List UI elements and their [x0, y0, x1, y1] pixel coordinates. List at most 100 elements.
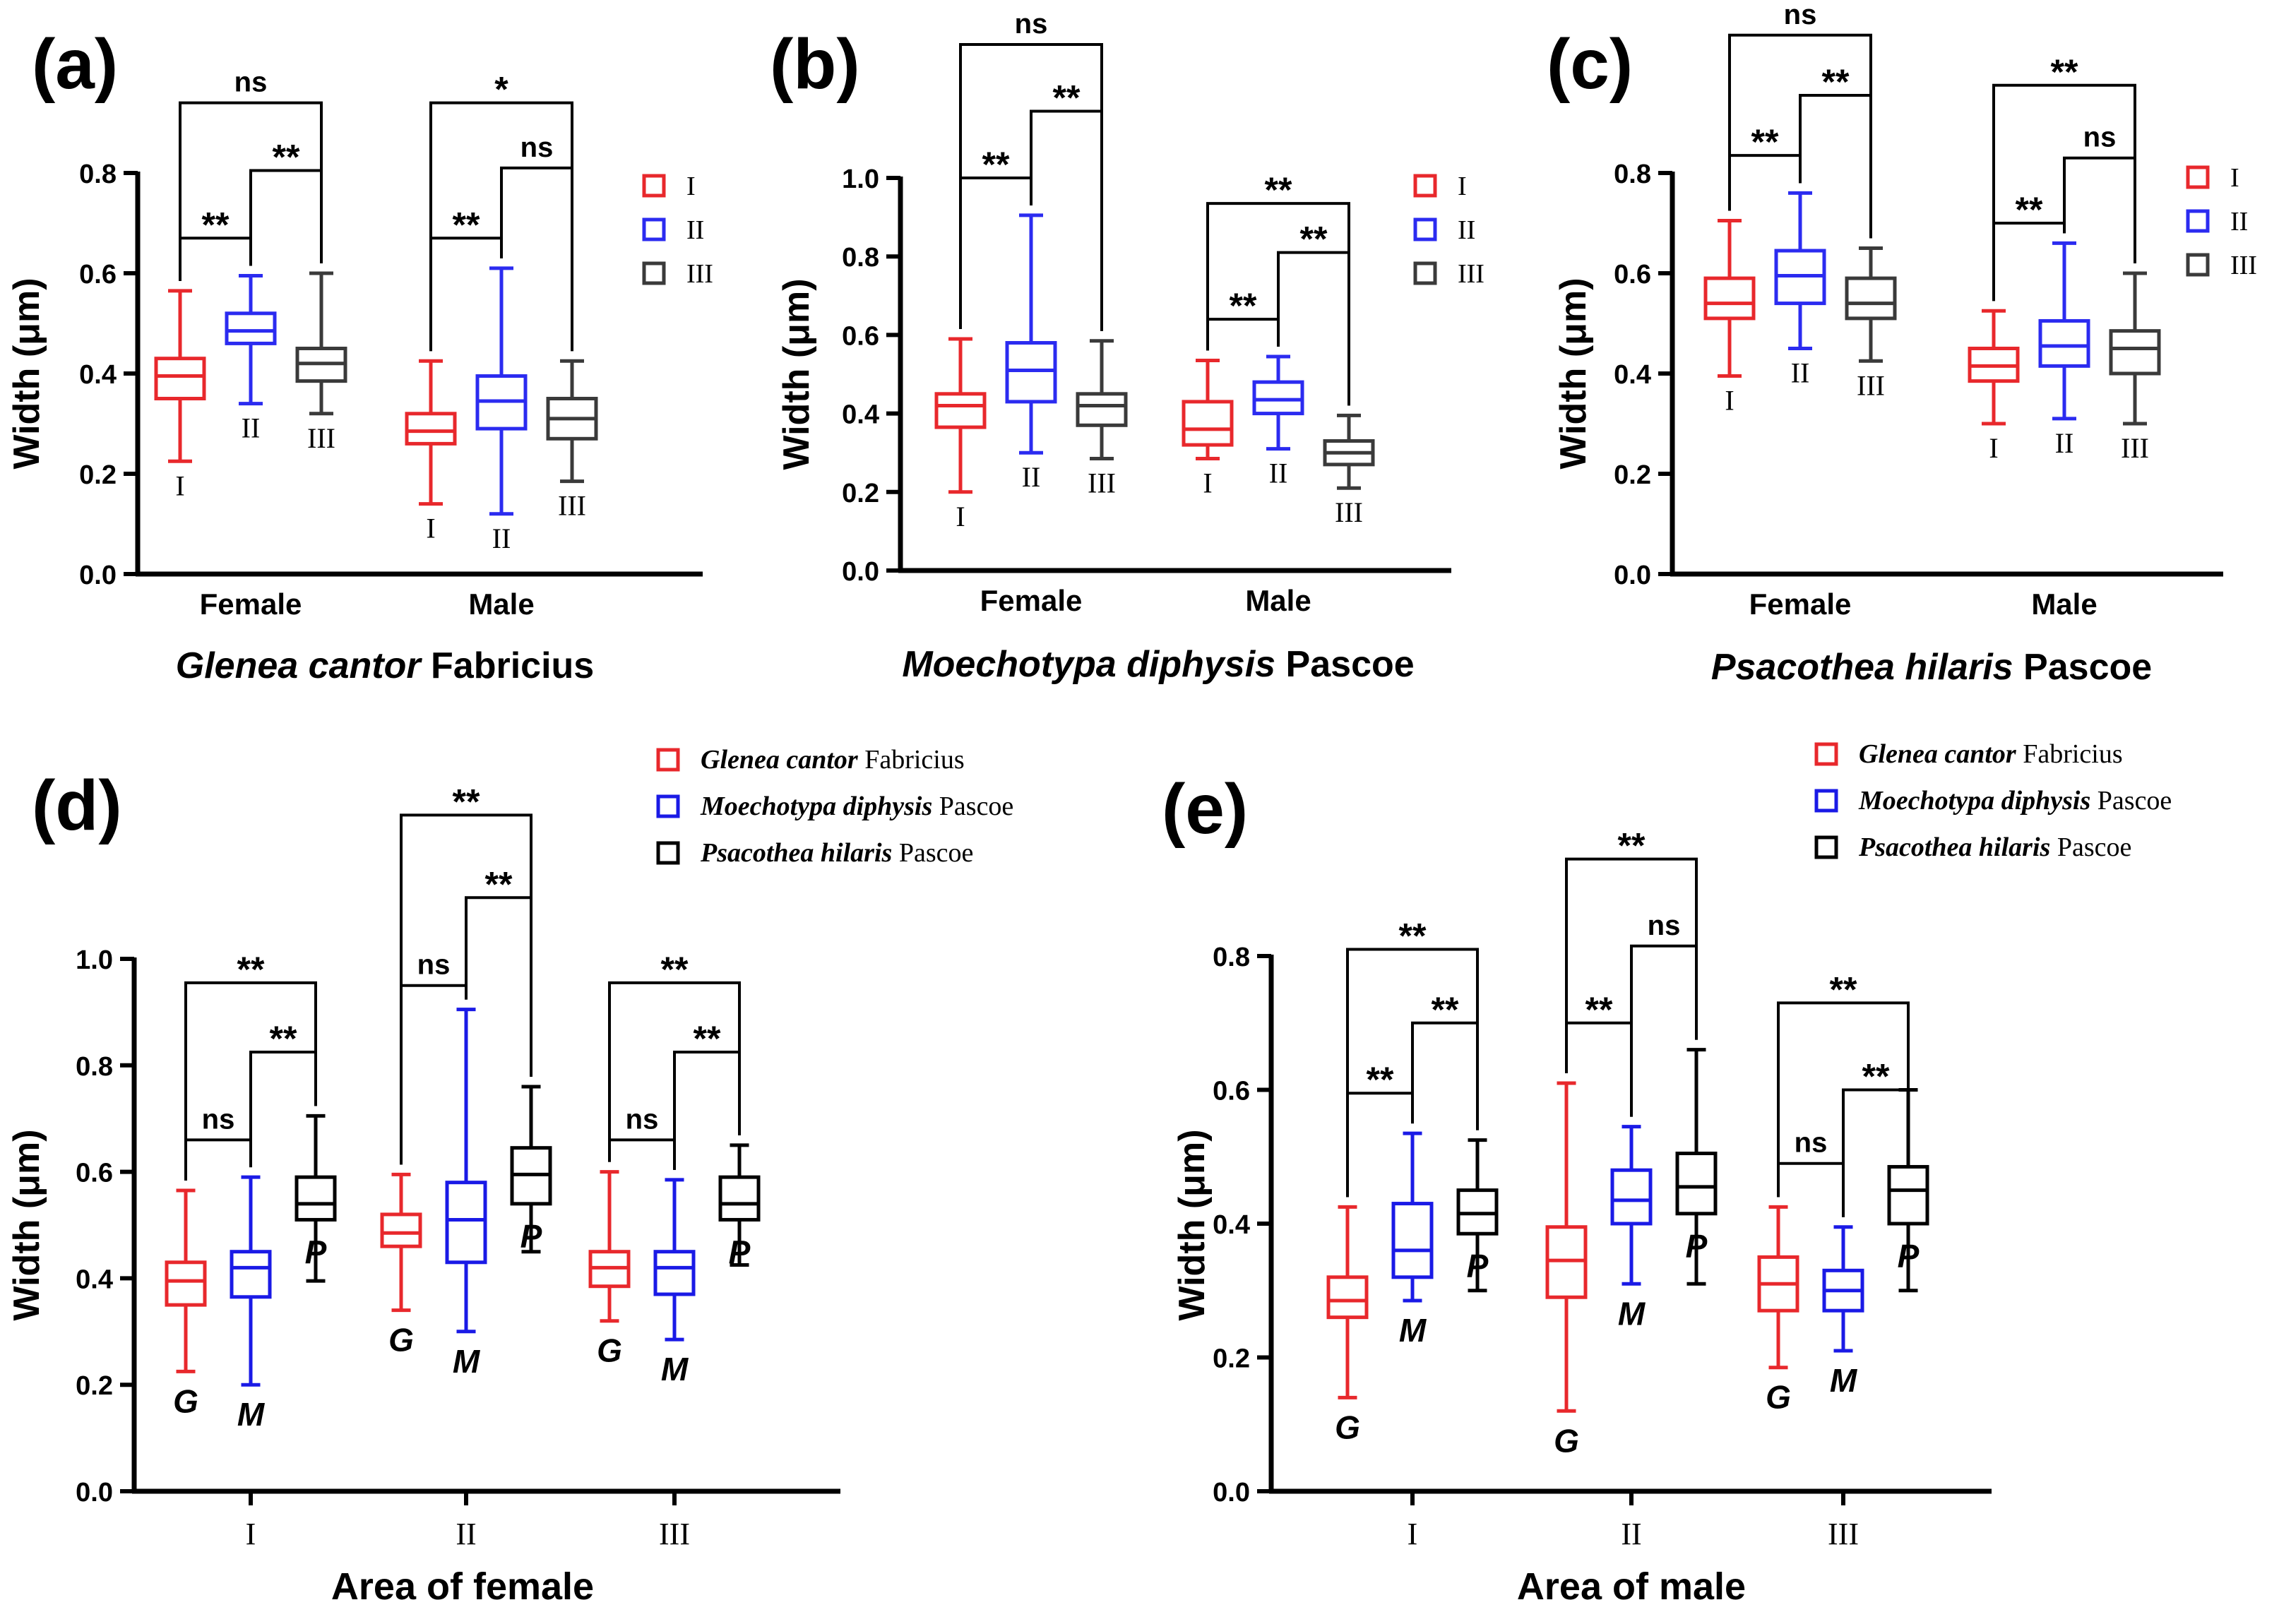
- box-iqr: [1252, 380, 1304, 416]
- bracket-line: [1777, 1001, 1910, 1198]
- significance-bracket: **: [1206, 286, 1280, 351]
- significance-label: **: [453, 782, 480, 821]
- box-P: P: [510, 1085, 552, 1255]
- significance-bracket: **: [249, 137, 323, 266]
- legend-label: Glenea cantor Fabricius: [1859, 739, 2123, 769]
- significance-bracket: **: [1992, 190, 2066, 301]
- group-label: Male: [2031, 587, 2097, 621]
- legend-label: III: [1458, 259, 1484, 289]
- y-tick-label: 0.8: [76, 1052, 113, 1082]
- bracket-line: [959, 177, 1033, 329]
- significance-label: ns: [417, 950, 451, 981]
- caption-rest: Pascoe: [2013, 647, 2153, 688]
- box-P: P: [294, 1113, 337, 1283]
- box-tag: II: [1791, 357, 1810, 389]
- box-tag: M: [661, 1351, 689, 1387]
- box-iqr: [1675, 1152, 1718, 1216]
- bracket-line: [465, 896, 532, 1077]
- bracket-line: [429, 237, 503, 352]
- panel-c: (c) 0.0 0.2 0.4 0.6 0.8 Width (μm) Female Male Ps…: [1547, 0, 2257, 688]
- group-label: Female: [980, 584, 1083, 617]
- box-P: P: [718, 1143, 761, 1270]
- box-tag: P: [305, 1234, 327, 1270]
- y-tick-label: 0.2: [79, 460, 117, 490]
- significance-bracket: ns: [1630, 910, 1698, 1117]
- legend-swatch: [1413, 217, 1437, 241]
- y-tick-label: 0.8: [79, 160, 117, 189]
- box-iqr: [653, 1250, 696, 1296]
- box-iqr: [1326, 1275, 1369, 1320]
- significance-label: ns: [202, 1104, 235, 1135]
- box-P: P: [1675, 1048, 1718, 1286]
- bracket-line: [1630, 944, 1698, 1117]
- box-tag: M: [453, 1343, 481, 1380]
- legend-label: I: [1458, 172, 1467, 201]
- significance-label: **: [1862, 1057, 1890, 1097]
- significance-label: **: [1830, 969, 1857, 1009]
- significance-bracket: **: [1206, 170, 1350, 406]
- box-iqr: [380, 1212, 422, 1248]
- box-I: I: [154, 289, 206, 501]
- box-tag: P: [1898, 1238, 1920, 1274]
- box-tag: I: [1725, 385, 1734, 417]
- box-III: III: [1076, 339, 1128, 499]
- box-tag: III: [1088, 467, 1116, 499]
- significance-label: ns: [626, 1104, 659, 1135]
- legend-swatch: [656, 841, 680, 865]
- significance-bracket: **: [1411, 990, 1479, 1130]
- significance-label: **: [453, 205, 480, 244]
- significance-label: ns: [1648, 910, 1681, 941]
- bracket-line: [429, 101, 573, 352]
- box-P: P: [1456, 1138, 1499, 1293]
- x-axis-label: Area of male: [1517, 1565, 1746, 1608]
- legend-label: II: [1458, 215, 1475, 245]
- box-tag: III: [2121, 432, 2149, 464]
- panel-label: (b): [770, 25, 860, 104]
- significance-label: **: [273, 137, 300, 177]
- box-tag: III: [558, 490, 586, 522]
- box-iqr: [294, 1175, 337, 1222]
- box-tag: M: [1618, 1295, 1646, 1332]
- significance-label: **: [1432, 990, 1459, 1029]
- bracket-line: [1565, 857, 1698, 1074]
- box-tag: III: [1857, 369, 1885, 401]
- y-tick-label: 0.2: [1614, 460, 1651, 490]
- x-tick-label: II: [456, 1517, 476, 1551]
- legend-label: Moechotypa diphysis Pascoe: [1858, 786, 2172, 816]
- box-III: III: [1323, 413, 1375, 528]
- box-G: G: [588, 1170, 631, 1369]
- box-I: I: [405, 359, 457, 544]
- box-I: I: [1968, 309, 2020, 464]
- legend-item: II: [2186, 207, 2248, 237]
- significance-bracket: **: [1992, 52, 2136, 301]
- legend-swatch: [2186, 165, 2210, 189]
- box-iqr: [2109, 329, 2161, 376]
- significance-label: **: [270, 1019, 297, 1058]
- box-P: P: [1887, 1088, 1929, 1293]
- significance-bracket: **: [1346, 1060, 1414, 1198]
- significance-label: **: [202, 205, 230, 244]
- bracket-line: [1346, 1092, 1414, 1198]
- legend-rest: Pascoe: [932, 792, 1013, 821]
- x-tick-label: III: [659, 1517, 690, 1551]
- bracket-line: [1799, 93, 1872, 239]
- significance-label: **: [1618, 826, 1646, 866]
- box-iqr: [1391, 1202, 1434, 1279]
- box-iqr: [2038, 318, 2090, 368]
- bracket-line: [1030, 109, 1103, 331]
- y-tick-label: 0.6: [842, 321, 879, 351]
- significance-label: ns: [1784, 0, 1817, 30]
- significance-label: **: [1367, 1060, 1394, 1099]
- legend-swatch: [656, 794, 680, 818]
- y-tick-label: 0.8: [1614, 160, 1651, 189]
- box-M: M: [445, 1008, 487, 1380]
- legend-italic: Glenea cantor: [1859, 739, 2017, 769]
- box-iqr: [225, 311, 277, 345]
- box-G: G: [165, 1188, 207, 1419]
- legend-swatch: [1413, 261, 1437, 285]
- box-tag: III: [307, 422, 335, 454]
- significance-label: **: [2051, 52, 2078, 92]
- bracket-line: [608, 981, 741, 1162]
- bracket-line: [184, 1138, 252, 1181]
- significance-bracket: **: [1565, 826, 1698, 1074]
